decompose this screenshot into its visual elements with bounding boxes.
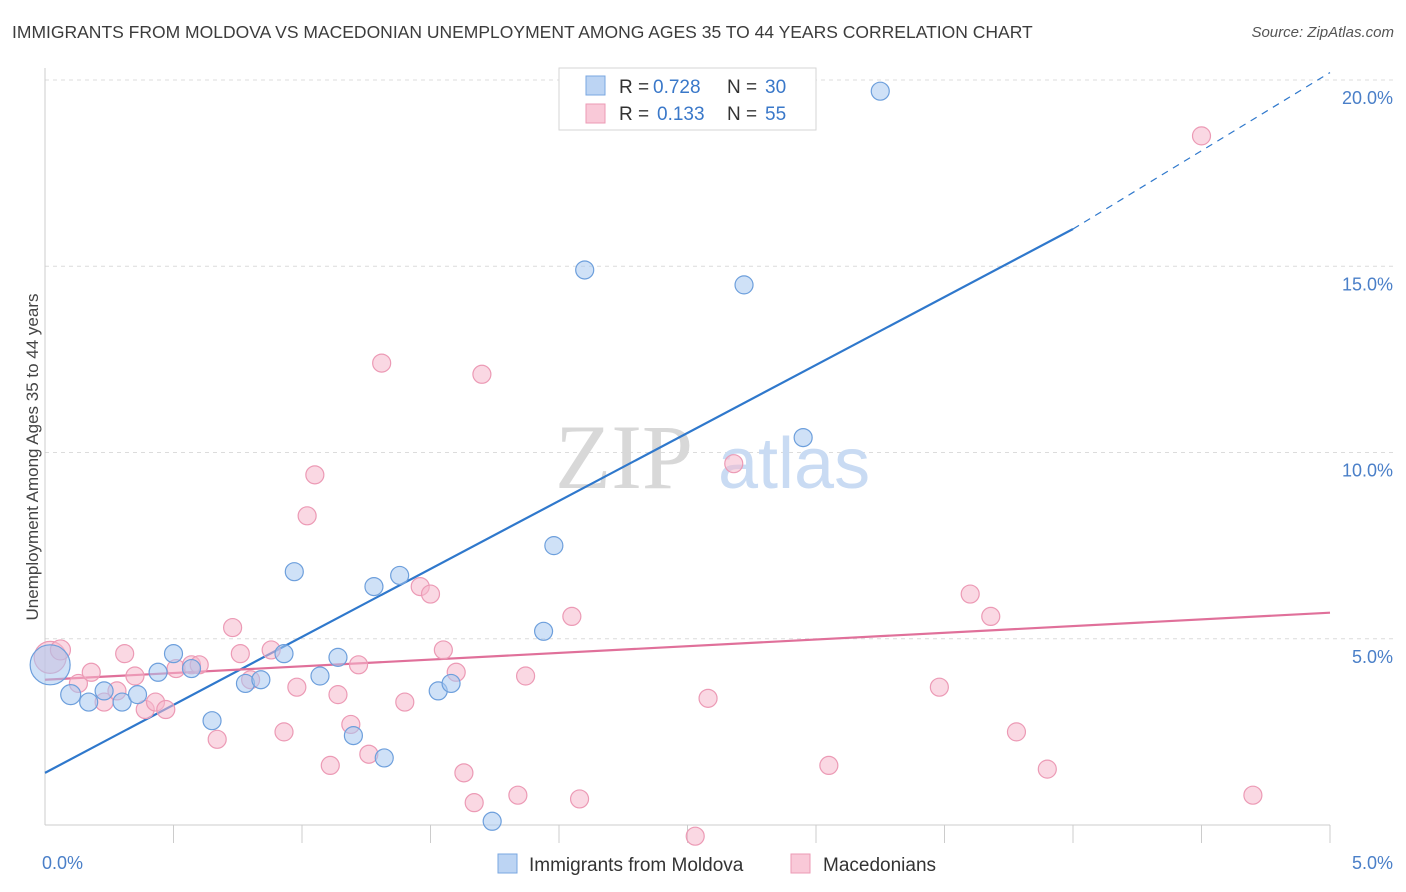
legend-r-label-1: R = [619,77,649,98]
macedonian-point-37 [508,785,528,805]
legend-n-value-2: 55 [765,104,786,125]
legend-n-value-1: 30 [765,77,786,98]
macedonian-point-42 [698,688,718,708]
macedonian-point-43 [724,454,744,474]
macedonian-point-10 [156,699,176,720]
macedonian-point-41 [685,826,705,846]
moldova-point-6 [148,662,168,682]
moldova-point-24 [544,536,564,556]
moldova-point-1 [60,684,82,706]
macedonian-point-32 [433,640,453,660]
y-tick-label-5: 5.0% [1352,647,1393,667]
macedonian-point-47 [981,606,1001,627]
chart-title: IMMIGRANTS FROM MOLDOVA VS MACEDONIAN UN… [12,22,1033,42]
macedonian-point-31 [420,584,441,604]
moldova-point-5 [127,685,148,705]
trend-lines [44,72,1331,774]
moldova-point-23 [533,621,554,641]
moldova-point-9 [202,711,222,731]
macedonian-point-26 [348,655,369,675]
macedonian-point-36 [472,364,492,384]
moldova-point-13 [284,562,304,582]
legend-n-label-2: N = [727,104,757,125]
legend-r-label-2: R = [619,104,649,125]
moldova-point-8 [181,658,202,679]
macedonian-point-7 [125,666,145,686]
legend-swatch-moldova [585,75,606,96]
moldova-trend-line [44,228,1074,774]
macedonian-point-20 [287,677,307,697]
moldova-point-14 [310,666,330,686]
macedonian-point-16 [230,644,250,664]
data-points [29,81,1263,846]
series-label-macedonians: Macedonians [823,855,936,876]
moldova-point-4 [112,692,132,712]
moldova-point-3 [94,681,114,701]
macedonian-point-14 [207,729,227,749]
series-label-moldova: Immigrants from Moldova [529,855,744,876]
macedonians-trend-line [44,611,1331,681]
legend-n-label-1: N = [727,77,757,98]
macedonian-point-15 [223,617,243,638]
macedonian-point-39 [562,606,582,627]
moldova-point-2 [79,692,99,712]
y-tick-label-15: 15.0% [1342,274,1393,294]
moldova-point-25 [575,260,595,280]
grid [45,79,1395,640]
macedonian-point-38 [515,666,536,686]
moldova-point-12 [274,644,294,664]
y-tick-label-10: 10.0% [1342,461,1393,481]
macedonian-point-45 [929,677,949,697]
macedonian-point-22 [305,465,325,485]
moldova-point-27 [793,428,813,448]
stats-legend: R = 0.728 N = 30 R = 0.133 N = 55 [558,67,817,131]
moldova-point-18 [374,748,394,768]
moldova-point-19 [390,565,410,586]
legend-swatch-macedonians [585,103,606,124]
moldova-point-22 [482,811,502,831]
macedonian-point-48 [1006,722,1027,742]
series-swatch-macedonians [790,853,811,874]
macedonian-point-3 [81,662,101,682]
macedonian-point-49 [1037,759,1057,779]
macedonian-point-21 [297,506,317,526]
macedonian-point-34 [454,763,474,783]
macedonian-point-29 [395,692,415,712]
series-legend: Immigrants from Moldova Macedonians [497,853,936,876]
x-tick-label-max: 5.0% [1352,853,1393,873]
macedonian-point-46 [960,584,980,604]
moldova-point-0 [29,644,71,686]
moldova-point-15 [328,647,348,667]
moldova-point-11 [251,670,271,690]
moldova-point-21 [441,673,461,694]
macedonian-point-44 [819,755,839,776]
source-label: Source: ZipAtlas.com [1251,24,1394,41]
y-tick-label-20: 20.0% [1342,88,1393,108]
legend-r-value-2: 0.133 [657,104,705,125]
macedonian-point-40 [569,789,590,809]
macedonian-point-24 [328,685,348,705]
series-swatch-moldova [497,853,518,874]
macedonian-point-51 [1243,785,1263,805]
macedonian-point-28 [372,353,392,373]
macedonian-point-50 [1191,126,1212,146]
moldova-point-16 [343,725,363,746]
macedonian-point-35 [464,793,484,813]
legend-r-value-1: 0.728 [653,77,701,98]
macedonian-point-19 [274,722,294,742]
moldova-trend-extension [1072,72,1331,230]
axes: 5.0% 10.0% 15.0% 20.0% 0.0% 5.0% [42,68,1393,873]
moldova-point-28 [870,81,890,101]
moldova-point-17 [364,576,384,597]
macedonian-point-23 [320,755,340,776]
moldova-point-26 [734,275,754,295]
x-tick-label-min: 0.0% [42,853,83,873]
moldova-point-7 [163,644,184,664]
macedonian-point-6 [115,644,135,664]
y-axis-title: Unemployment Among Ages 35 to 44 years [23,294,42,621]
